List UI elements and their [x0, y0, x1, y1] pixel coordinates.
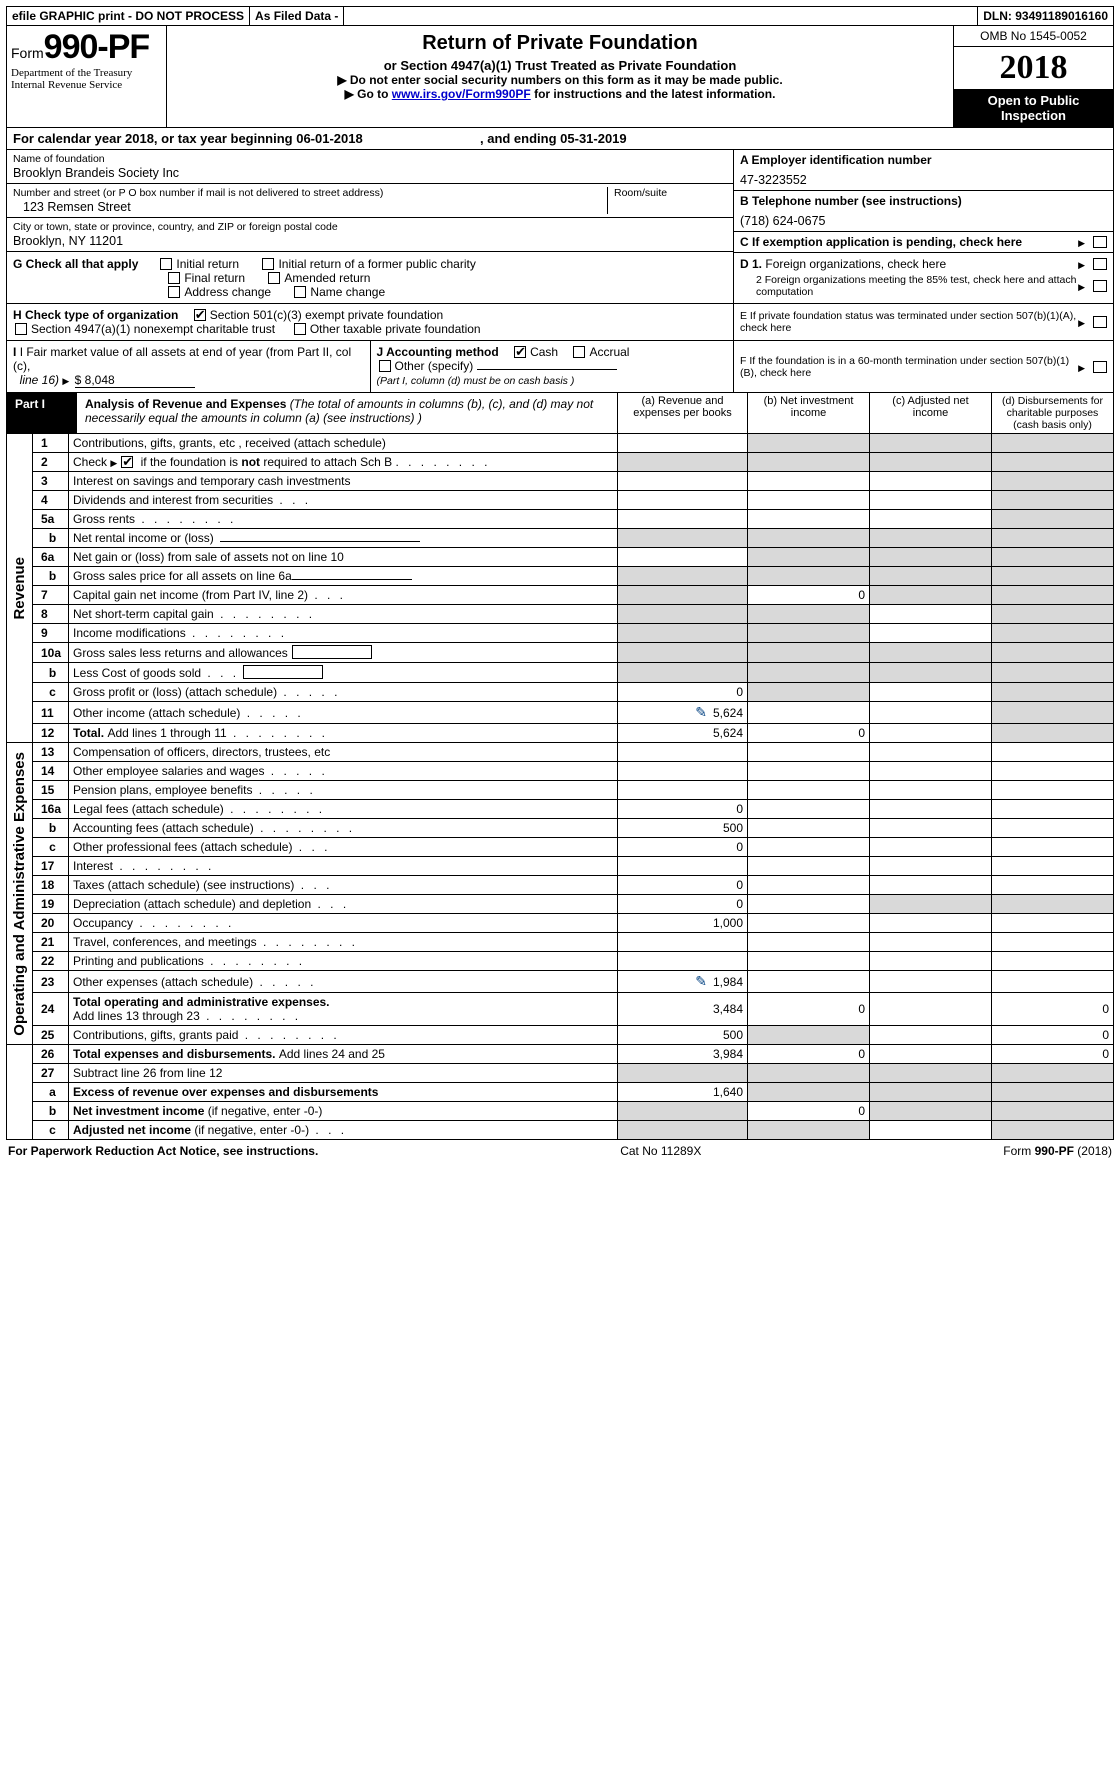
irs-link[interactable]: www.irs.gov/Form990PF: [392, 87, 531, 101]
g-initial-checkbox[interactable]: [160, 258, 172, 270]
attach-icon[interactable]: ✎: [695, 704, 707, 720]
treasury-line2: Internal Revenue Service: [11, 79, 162, 91]
fmv-value: $ 8,048: [75, 373, 195, 388]
form-subtitle: or Section 4947(a)(1) Trust Treated as P…: [173, 58, 947, 73]
form-header: Form990-PF Department of the Treasury In…: [6, 26, 1114, 127]
g-row: G Check all that apply Initial return In…: [6, 253, 1114, 304]
footer-center: Cat No 11289X: [620, 1144, 701, 1158]
arrow-icon: [1078, 235, 1087, 249]
phone-cell: B Telephone number (see instructions) (7…: [734, 191, 1113, 232]
pending-cell: C If exemption application is pending, c…: [734, 232, 1113, 253]
j-accrual-checkbox[interactable]: [573, 346, 585, 358]
efile-badge: efile GRAPHIC print - DO NOT PROCESS: [7, 7, 250, 25]
g-address-checkbox[interactable]: [168, 286, 180, 298]
h-other-checkbox[interactable]: [294, 323, 306, 335]
foundation-name-cell: Name of foundation Brooklyn Brandeis Soc…: [7, 150, 733, 184]
col-c-header: (c) Adjusted net income: [869, 393, 991, 433]
h-row: H Check type of organization Section 501…: [6, 304, 1114, 341]
g-final-checkbox[interactable]: [168, 272, 180, 284]
f-checkbox[interactable]: [1093, 361, 1107, 373]
j-cash-checkbox[interactable]: [514, 346, 526, 358]
city-cell: City or town, state or province, country…: [7, 218, 733, 252]
topstrip-spacer: [344, 7, 978, 25]
page-footer: For Paperwork Reduction Act Notice, see …: [6, 1140, 1114, 1158]
g-former-checkbox[interactable]: [262, 258, 274, 270]
part1-desc: Analysis of Revenue and Expenses (The to…: [77, 393, 617, 433]
g-name-checkbox[interactable]: [294, 286, 306, 298]
treasury-line1: Department of the Treasury: [11, 67, 162, 79]
asfiled-badge: As Filed Data -: [250, 7, 344, 25]
revenue-sidelabel: Revenue: [11, 557, 28, 620]
open-to-public: Open to Public Inspection: [954, 89, 1113, 127]
ein-cell: A Employer identification number 47-3223…: [734, 150, 1113, 191]
col-a-header: (a) Revenue and expenses per books: [617, 393, 747, 433]
form-word: Form: [11, 45, 44, 61]
form-title: Return of Private Foundation: [173, 32, 947, 55]
tax-year: 2018: [954, 47, 1113, 89]
schb-checkbox[interactable]: [121, 456, 133, 468]
part1-grid: Revenue 1 Contributions, gifts, grants, …: [6, 434, 1114, 1140]
form-number: 990-PF: [44, 28, 150, 66]
col-d-header: (d) Disbursements for charitable purpose…: [991, 393, 1113, 433]
dln-value: 93491189016160: [1015, 9, 1108, 23]
top-strip: efile GRAPHIC print - DO NOT PROCESS As …: [6, 6, 1114, 26]
footer-left: For Paperwork Reduction Act Notice, see …: [8, 1144, 318, 1158]
omb-number: OMB No 1545-0052: [954, 26, 1113, 47]
part1-label: Part I: [7, 393, 77, 433]
attach-icon[interactable]: ✎: [695, 973, 707, 989]
part1-header: Part I Analysis of Revenue and Expenses …: [6, 393, 1114, 434]
form-title-block: Return of Private Foundation or Section …: [167, 26, 953, 127]
d1-checkbox[interactable]: [1093, 258, 1107, 270]
d2-checkbox[interactable]: [1093, 280, 1107, 292]
h-501c3-checkbox[interactable]: [194, 309, 206, 321]
dln-label: DLN:: [983, 9, 1012, 23]
expenses-sidelabel: Operating and Administrative Expenses: [11, 752, 28, 1036]
form-id-block: Form990-PF Department of the Treasury In…: [7, 26, 167, 127]
form-hint2: ▶ Go to www.irs.gov/Form990PF for instru…: [173, 87, 947, 101]
i-row: I I Fair market value of all assets at e…: [6, 341, 1114, 393]
form-right-block: OMB No 1545-0052 2018 Open to Public Ins…: [953, 26, 1113, 127]
c-checkbox[interactable]: [1093, 236, 1107, 248]
h-4947-checkbox[interactable]: [15, 323, 27, 335]
col-b-header: (b) Net investment income: [747, 393, 869, 433]
form-hint1: ▶ Do not enter social security numbers o…: [173, 73, 947, 87]
address-cell: Number and street (or P O box number if …: [7, 184, 733, 218]
e-checkbox[interactable]: [1093, 316, 1107, 328]
calendar-year-line: For calendar year 2018, or tax year begi…: [6, 127, 1114, 150]
footer-right: Form 990-PF (2018): [1003, 1144, 1112, 1158]
j-other-checkbox[interactable]: [379, 360, 391, 372]
g-amended-checkbox[interactable]: [268, 272, 280, 284]
dln-cell: DLN: 93491189016160: [978, 7, 1113, 25]
identity-block: Name of foundation Brooklyn Brandeis Soc…: [6, 150, 1114, 253]
